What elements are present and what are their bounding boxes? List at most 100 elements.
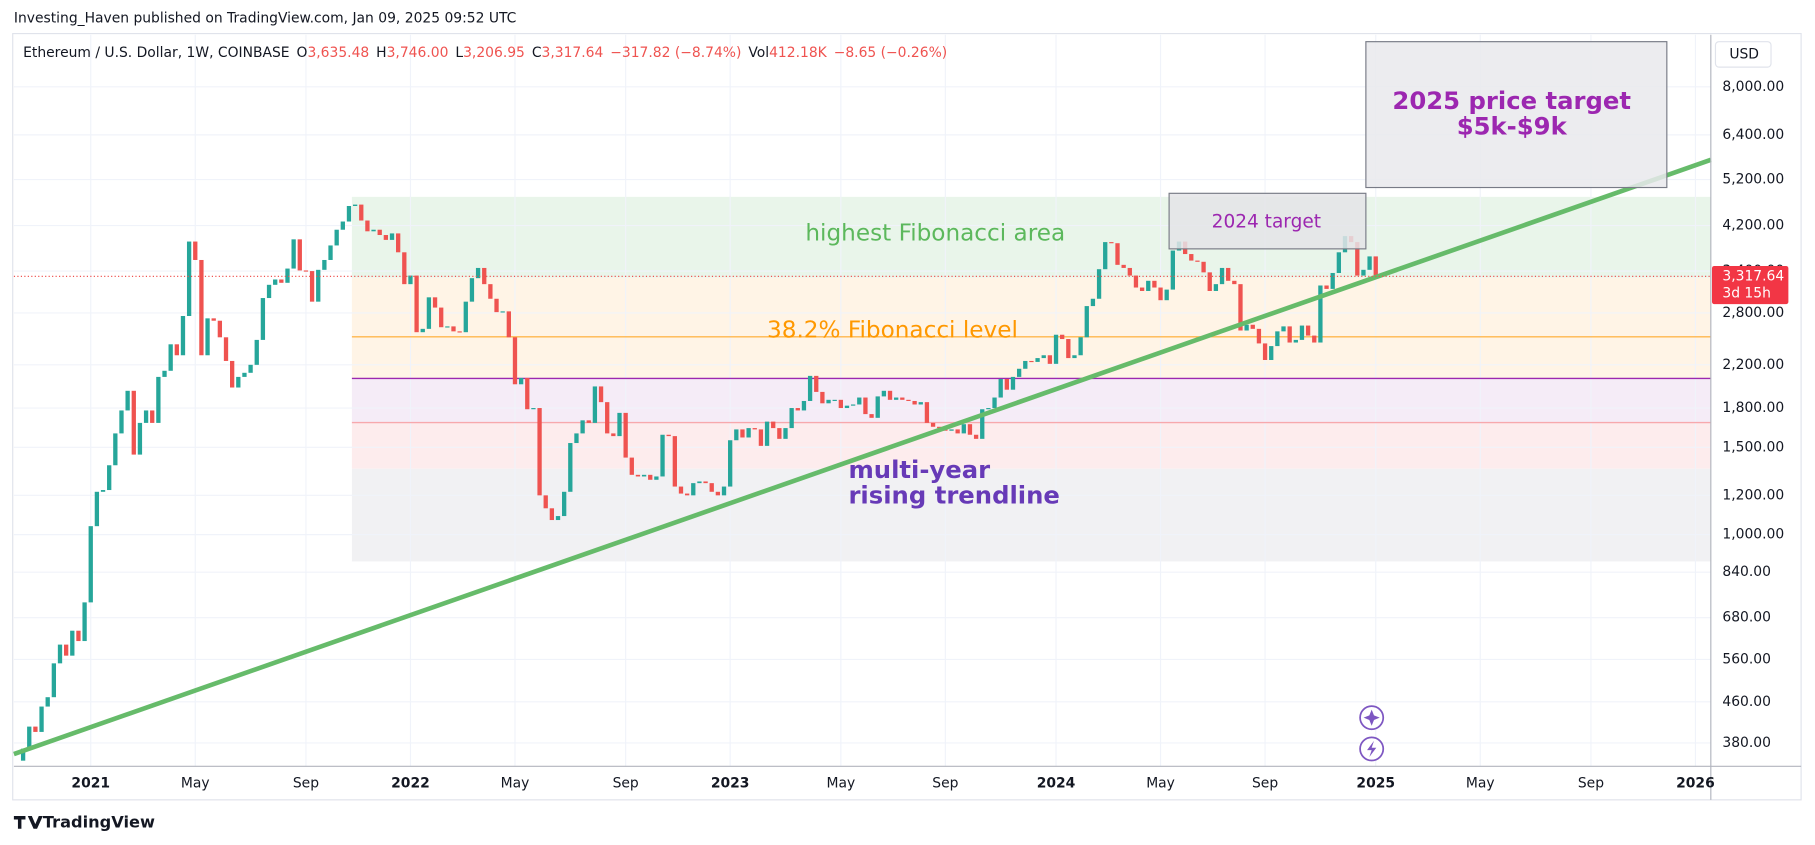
price-label-box xyxy=(1711,265,1789,305)
candle xyxy=(180,315,186,356)
candle xyxy=(611,433,616,437)
candle xyxy=(1010,376,1016,390)
candle xyxy=(500,311,505,313)
tradingview-logo xyxy=(13,816,43,829)
candle xyxy=(1256,328,1262,344)
legend-item: 3,746.00 xyxy=(387,45,449,61)
candle xyxy=(51,663,57,698)
target-2024-box xyxy=(1168,192,1367,250)
candle xyxy=(1244,324,1249,331)
fib-zone xyxy=(351,422,1711,469)
candle xyxy=(1324,285,1329,289)
y-tick-label: 5,200.00 xyxy=(1722,172,1784,188)
candle xyxy=(309,271,315,302)
candle xyxy=(1158,287,1163,301)
candle xyxy=(1262,343,1268,360)
candle xyxy=(346,205,352,222)
candle xyxy=(1164,289,1169,301)
candle xyxy=(1361,269,1366,276)
ideas-icon-star xyxy=(1363,709,1380,726)
candle xyxy=(961,424,966,434)
candle xyxy=(1053,334,1059,364)
candle xyxy=(912,400,917,405)
candle xyxy=(408,275,413,285)
candle xyxy=(1133,275,1139,288)
legend-item: Ethereum / U.S. Dollar, 1W, COINBASE xyxy=(23,45,289,61)
candle xyxy=(27,726,32,749)
candle xyxy=(125,390,130,411)
price-label: 3,317.64 xyxy=(1722,268,1784,284)
x-tick-label: Sep xyxy=(1252,776,1278,792)
y-tick-label: 1,200.00 xyxy=(1722,487,1784,503)
candle xyxy=(1305,325,1311,336)
candle xyxy=(967,424,973,435)
candle xyxy=(254,339,259,365)
candle xyxy=(721,486,727,496)
x-tick-label: 2023 xyxy=(711,776,750,792)
candle xyxy=(174,344,179,356)
candle xyxy=(1250,324,1255,329)
candle xyxy=(1060,334,1065,340)
candle xyxy=(1078,337,1083,356)
candle xyxy=(1127,267,1132,276)
candle xyxy=(334,229,339,246)
candle xyxy=(463,301,468,333)
y-tick-label: 380.00 xyxy=(1722,735,1771,751)
x-tick-label: Sep xyxy=(613,776,639,792)
candle xyxy=(771,421,776,429)
candle xyxy=(752,428,757,430)
candle xyxy=(260,298,266,340)
candle xyxy=(82,602,87,642)
candle xyxy=(844,405,850,409)
candle xyxy=(230,360,235,388)
fib-level-text: 38.2% Fibonacci level xyxy=(767,318,1018,344)
candle xyxy=(359,204,364,221)
candle xyxy=(1084,306,1089,338)
candle xyxy=(1121,264,1126,268)
currency-button[interactable] xyxy=(1714,41,1772,68)
candle xyxy=(562,491,567,517)
candle xyxy=(1115,243,1120,265)
candle xyxy=(574,433,579,444)
x-tick-label: May xyxy=(826,776,855,792)
x-tick-label: 2021 xyxy=(71,776,110,792)
candle xyxy=(648,474,653,480)
fib-zone xyxy=(351,468,1711,562)
y-tick-label: 8,000.00 xyxy=(1722,79,1784,95)
candle xyxy=(641,474,647,477)
candle xyxy=(1139,287,1145,291)
candle xyxy=(1219,267,1225,285)
candle xyxy=(918,402,923,405)
candle xyxy=(113,433,118,466)
candle xyxy=(924,402,930,423)
y-tick-label: 4,200.00 xyxy=(1722,218,1784,234)
candle xyxy=(150,410,155,423)
candle xyxy=(617,412,622,437)
candle xyxy=(863,397,868,415)
candle xyxy=(266,284,272,299)
candle xyxy=(1170,250,1175,290)
y-tick-label: 2,200.00 xyxy=(1722,357,1784,373)
candle xyxy=(1004,378,1009,390)
candle xyxy=(857,397,862,405)
legend-item: H xyxy=(376,45,386,61)
candle xyxy=(746,428,751,438)
candle xyxy=(807,375,813,401)
y-tick-label: 2,800.00 xyxy=(1722,305,1784,321)
candle xyxy=(285,268,290,283)
trendline-text: multi-year xyxy=(848,455,990,484)
currency[interactable]: USD xyxy=(1729,46,1759,62)
candle xyxy=(1336,252,1342,273)
candle xyxy=(162,370,167,377)
candle xyxy=(20,748,26,761)
candle xyxy=(469,278,475,302)
candle xyxy=(63,644,69,656)
candle xyxy=(1201,261,1206,273)
candle xyxy=(930,422,936,427)
y-tick-label: 6,400.00 xyxy=(1722,127,1784,143)
candle xyxy=(734,429,739,441)
candle xyxy=(1213,284,1219,291)
candle xyxy=(1041,355,1046,359)
candle xyxy=(488,284,493,299)
candle xyxy=(998,378,1003,398)
